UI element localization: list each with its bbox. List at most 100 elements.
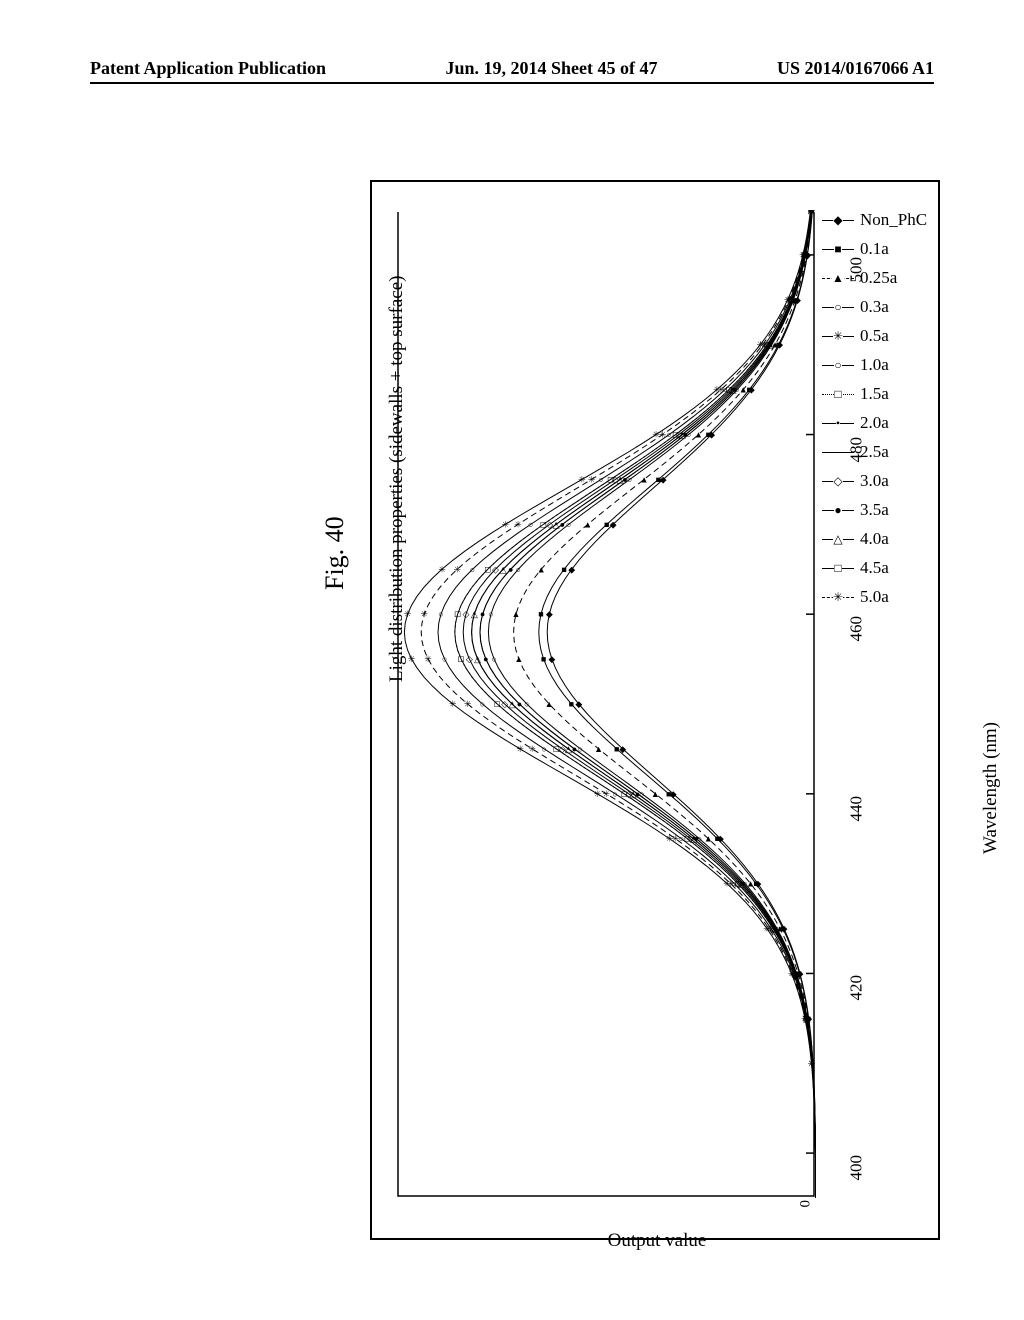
legend-line-icon: ✳ [822, 329, 854, 343]
legend-label: 0.25a [860, 268, 897, 288]
legend-line-icon: • [822, 416, 854, 430]
series-marker-icon: ▲ [545, 699, 554, 709]
figure-label: Fig. 40 [320, 516, 350, 590]
series-marker-icon: ▲ [651, 789, 660, 799]
legend-label: 0.1a [860, 239, 889, 259]
series-marker-icon: ■ [715, 834, 720, 844]
series-marker-icon: ✳ [514, 519, 522, 529]
series-marker-icon: ▲ [583, 519, 592, 529]
legend-marker-icon: ✳ [833, 330, 843, 342]
series-marker-icon: ◆ [575, 699, 582, 709]
series-marker-icon: ◇ [462, 609, 469, 619]
x-tick-label: 440 [846, 796, 866, 822]
series-marker-icon: ○ [542, 744, 547, 754]
legend-line-icon [822, 445, 854, 459]
series-marker-icon: □ [541, 519, 547, 529]
series-marker-icon: △ [617, 474, 624, 484]
series-marker-icon: □ [455, 609, 461, 619]
x-tick-label: 400 [846, 1155, 866, 1181]
series-marker-icon: ▲ [594, 744, 603, 754]
series-marker-icon: ■ [561, 564, 566, 574]
series-marker-icon: △ [630, 789, 637, 799]
legend-label: 4.5a [860, 558, 889, 578]
legend-label: 5.0a [860, 587, 889, 607]
series-marker-icon: △ [471, 609, 478, 619]
series-marker-icon: ○ [528, 519, 533, 529]
series-marker-icon: ◇ [466, 654, 473, 664]
header-right: US 2014/0167066 A1 [777, 58, 934, 79]
series-marker-icon: ● [508, 564, 513, 574]
series-marker-icon: ◆ [548, 654, 555, 664]
legend-line-icon: ✳ [822, 590, 854, 604]
legend-line-icon: ◆ [822, 213, 854, 227]
legend-marker-icon: ○ [834, 301, 841, 313]
series-marker-icon: ■ [538, 609, 543, 619]
series-marker-icon: ○ [491, 654, 496, 664]
series-marker-icon: ✳ [464, 699, 472, 709]
series-marker-icon: △ [565, 744, 572, 754]
legend-line-icon: ◇ [822, 474, 854, 488]
legend-line-icon: ● [822, 503, 854, 517]
legend-marker-icon: □ [834, 562, 841, 574]
series-marker-icon: ■ [604, 519, 609, 529]
legend-item: ✳ 0.5a [822, 326, 922, 346]
series-marker-icon: ● [483, 654, 488, 664]
legend-item: ○0.3a [822, 297, 922, 317]
series-marker-icon: ✳ [408, 654, 416, 664]
series-marker-icon: ▲ [511, 609, 520, 619]
series-marker-icon: ▲ [704, 834, 713, 844]
series-marker-icon: ○ [613, 789, 618, 799]
legend: ◆Non_PhC ■ 0.1a ▲ 0.25a ○0.3a ✳ 0.5a ○ 1.0a □ 1.5a •… [822, 210, 922, 616]
header-rule [90, 82, 934, 84]
legend-item: □ 1.5a [822, 384, 922, 404]
legend-item: •2.0a [822, 413, 922, 433]
legend-line-icon: □ [822, 387, 854, 401]
x-tick-label: 420 [846, 975, 866, 1001]
header-center: Jun. 19, 2014 Sheet 45 of 47 [445, 58, 657, 79]
legend-label: 1.5a [860, 384, 889, 404]
series-marker-icon: □ [554, 744, 560, 754]
series-marker-icon: ○ [516, 564, 521, 574]
series-marker-icon: □ [495, 699, 501, 709]
legend-label: 0.5a [860, 326, 889, 346]
series-marker-icon: ✳ [516, 744, 524, 754]
legend-label: 1.0a [860, 355, 889, 375]
legend-marker-icon: ✳ [833, 591, 843, 603]
series-marker-icon: ✳ [727, 879, 735, 889]
series-marker-icon: □ [726, 385, 732, 395]
y-zero-label: 0 [797, 1200, 814, 1208]
legend-label: 4.0a [860, 529, 889, 549]
series-marker-icon: ◆ [568, 564, 575, 574]
legend-item: ◆Non_PhC [822, 210, 922, 230]
legend-item: ■ 0.1a [822, 239, 922, 259]
series-marker-icon: □ [485, 564, 491, 574]
series-marker-icon: ▲ [537, 564, 546, 574]
legend-label: 3.5a [860, 500, 889, 520]
x-tick-label: 460 [846, 616, 866, 642]
series-marker-icon: ■ [706, 430, 711, 440]
series-marker-icon: □ [608, 474, 614, 484]
legend-label: Non_PhC [860, 210, 927, 230]
legend-item: ✳ 5.0a [822, 587, 922, 607]
legend-line-icon: ▲ [822, 271, 854, 285]
legend-marker-icon: ■ [834, 243, 841, 255]
axis [398, 212, 814, 1196]
legend-line-icon: □ [822, 561, 854, 575]
series-marker-icon: ✳ [449, 699, 457, 709]
series-marker-icon: ○ [480, 699, 485, 709]
legend-line-icon: ■ [822, 242, 854, 256]
page-header: Patent Application Publication Jun. 19, … [0, 58, 1024, 79]
series-marker-icon: △ [500, 564, 507, 574]
series-marker-icon: △ [474, 654, 481, 664]
series-marker-icon: ✳ [659, 430, 667, 440]
series-marker-icon: ◆ [546, 609, 553, 619]
series-marker-icon: ○ [442, 654, 447, 664]
series-marker-icon: ✳ [588, 474, 596, 484]
legend-item: ◇3.0a [822, 471, 922, 491]
series-marker-icon: ■ [569, 699, 574, 709]
series-marker-icon: △ [553, 519, 560, 529]
series-marker-icon: ✳ [765, 924, 773, 934]
series-line [480, 210, 816, 1198]
legend-line-icon: △ [822, 532, 854, 546]
x-ticks: 400420440460480500 [786, 210, 826, 1198]
